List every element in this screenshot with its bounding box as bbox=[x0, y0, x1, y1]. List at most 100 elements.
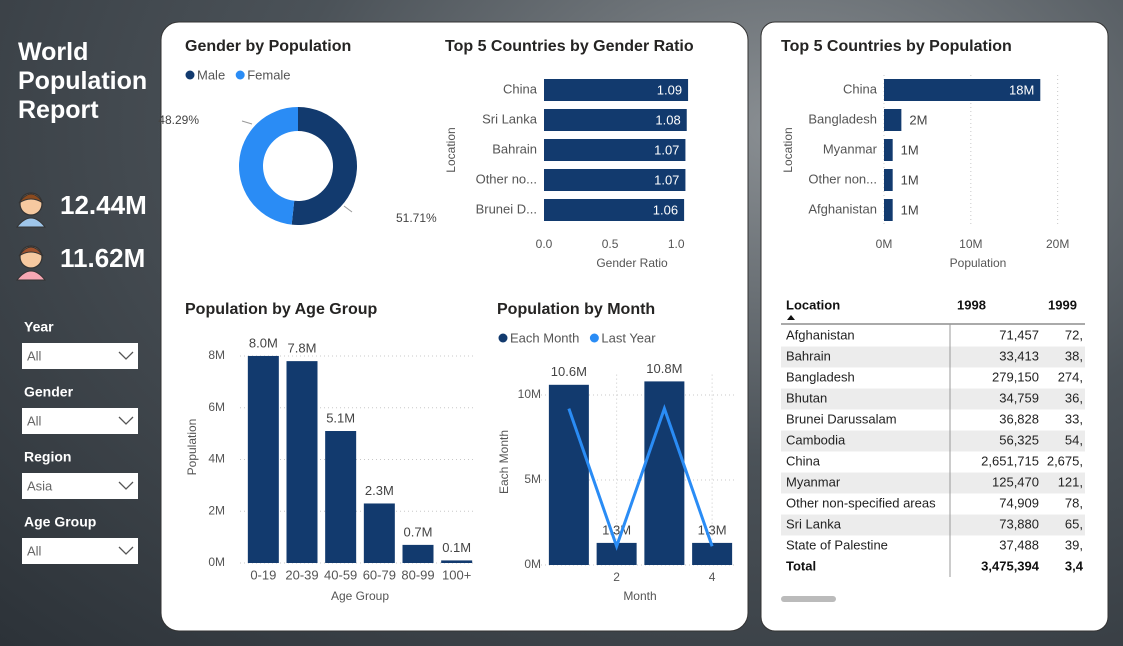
table-cell: 71,457 bbox=[999, 327, 1039, 342]
table-cell: 56,325 bbox=[999, 432, 1039, 447]
column-header[interactable]: Location bbox=[786, 297, 840, 312]
data-label: 5.1M bbox=[326, 410, 355, 425]
total-cell: Total bbox=[786, 558, 816, 573]
bar bbox=[441, 560, 473, 563]
bar bbox=[596, 542, 637, 565]
column-header[interactable]: 1999 bbox=[1048, 297, 1077, 312]
data-label: 2.3M bbox=[365, 483, 394, 498]
legend-label: Each Month bbox=[510, 330, 579, 345]
bar bbox=[884, 109, 902, 131]
y-tick-label: 4M bbox=[208, 452, 225, 466]
data-label: 1M bbox=[901, 142, 919, 157]
y-axis-label: Location bbox=[444, 127, 458, 172]
table-cell: 2,675, bbox=[1047, 453, 1083, 468]
y-tick-label: 0M bbox=[208, 555, 225, 569]
slicer-box[interactable] bbox=[22, 343, 138, 369]
table-cell: 39, bbox=[1065, 537, 1083, 552]
slicer-chevron bbox=[118, 546, 134, 555]
x-tick-label: 40-59 bbox=[324, 567, 357, 582]
bar bbox=[692, 542, 733, 565]
table-cell: Sri Lanka bbox=[786, 516, 842, 531]
legend-label: Male bbox=[197, 67, 225, 82]
slicer-label: Age Group bbox=[24, 514, 96, 530]
table-cell: Afghanistan bbox=[786, 327, 855, 342]
data-label: 10.8M bbox=[646, 361, 682, 376]
kpi-icon-body bbox=[15, 217, 47, 228]
category-label: Myanmar bbox=[823, 141, 878, 156]
category-label: Bangladesh bbox=[808, 111, 877, 126]
row-band bbox=[781, 514, 1085, 536]
data-label: 10.6M bbox=[551, 364, 587, 379]
legend-marker bbox=[589, 333, 599, 343]
donut-slice bbox=[238, 107, 298, 225]
y-tick-label: 10M bbox=[518, 387, 541, 401]
slicer-value: All bbox=[27, 543, 42, 558]
legend-label: Last Year bbox=[601, 330, 656, 345]
table-cell: 54, bbox=[1065, 432, 1083, 447]
bar bbox=[884, 169, 893, 191]
slicer-box[interactable] bbox=[22, 538, 138, 564]
kpi-icon-hair bbox=[18, 193, 44, 204]
category-label: China bbox=[503, 81, 538, 96]
kpi-value: 12.44M bbox=[60, 190, 147, 220]
slicer-chevron bbox=[118, 481, 134, 490]
data-label: 18M bbox=[1009, 82, 1034, 97]
table-cell: 2,651,715 bbox=[981, 453, 1039, 468]
x-tick-label: 60-79 bbox=[363, 567, 396, 582]
y-tick-label: 2M bbox=[208, 503, 225, 517]
data-label: 1.3M bbox=[602, 522, 631, 537]
x-tick-label: 0M bbox=[876, 237, 893, 251]
slicer-label: Year bbox=[24, 319, 54, 335]
chart-title: Population by Age Group bbox=[185, 301, 378, 318]
table-cell: 33, bbox=[1065, 411, 1083, 426]
x-axis-label: Population bbox=[950, 256, 1007, 270]
y-tick-label: 6M bbox=[208, 400, 225, 414]
table-cell: China bbox=[786, 453, 821, 468]
x-tick-label: 0.5 bbox=[602, 237, 619, 251]
x-tick-label: 1.0 bbox=[668, 237, 685, 251]
table-cell: 73,880 bbox=[999, 516, 1039, 531]
bar bbox=[325, 431, 357, 563]
chart-title: Population by Month bbox=[497, 301, 655, 318]
row-band bbox=[781, 430, 1085, 452]
legend-marker bbox=[185, 70, 195, 80]
x-axis-label: Gender Ratio bbox=[596, 256, 668, 270]
x-tick-label: 100+ bbox=[442, 567, 471, 582]
table-cell: Other non-specified areas bbox=[786, 495, 936, 510]
slicer-box[interactable] bbox=[22, 473, 138, 499]
slicer-label: Region bbox=[24, 449, 71, 465]
leader-line bbox=[343, 205, 353, 213]
data-label: 1.09 bbox=[657, 82, 682, 97]
table-cell: 72, bbox=[1065, 327, 1083, 342]
slicer-value: All bbox=[27, 348, 42, 363]
legend-marker bbox=[498, 333, 508, 343]
bar bbox=[884, 139, 893, 161]
slicer-value: Asia bbox=[27, 478, 53, 493]
data-label: 1.06 bbox=[653, 202, 678, 217]
x-tick-label: 20M bbox=[1046, 237, 1069, 251]
leader-line bbox=[241, 120, 253, 125]
table-cell: 36,828 bbox=[999, 411, 1039, 426]
bar bbox=[544, 79, 689, 101]
y-tick-label: 0M bbox=[524, 557, 541, 571]
bar bbox=[544, 169, 686, 191]
table-cell: 34,759 bbox=[999, 390, 1039, 405]
table-cell: Bangladesh bbox=[786, 369, 855, 384]
slicer-box[interactable] bbox=[22, 408, 138, 434]
sort-arrow bbox=[787, 315, 795, 320]
chart-title: Top 5 Countries by Gender Ratio bbox=[445, 38, 694, 55]
category-label: China bbox=[843, 81, 878, 96]
bar bbox=[286, 361, 318, 563]
data-label: 7.8M bbox=[288, 341, 317, 356]
report-title: World Population Report bbox=[18, 38, 148, 124]
data-label: 1.07 bbox=[654, 172, 679, 187]
category-label: Other no... bbox=[476, 171, 537, 186]
x-tick-label: 80-99 bbox=[401, 567, 434, 582]
x-axis-label: Month bbox=[623, 589, 656, 603]
column-header[interactable]: 1998 bbox=[957, 297, 986, 312]
kpi-icon-body bbox=[15, 270, 47, 281]
scrollbar[interactable] bbox=[781, 596, 836, 602]
bar bbox=[548, 384, 589, 565]
category-label: Other non... bbox=[808, 171, 877, 186]
bar bbox=[544, 109, 687, 131]
